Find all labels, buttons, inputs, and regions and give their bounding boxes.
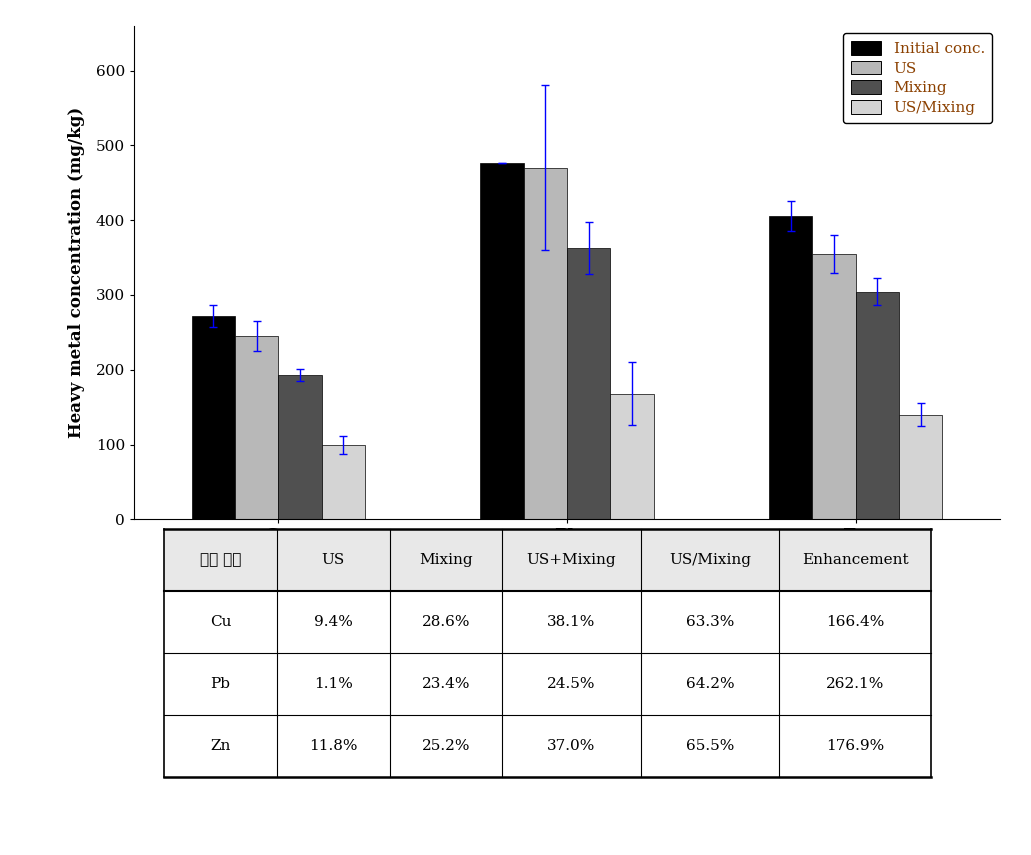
Y-axis label: Heavy metal concentration (mg/kg): Heavy metal concentration (mg/kg) [68, 107, 85, 438]
Text: Mixing: Mixing [419, 553, 472, 567]
Bar [524, 168, 567, 519]
Bar [322, 445, 365, 519]
Bar [235, 336, 278, 519]
Text: Cu: Cu [210, 615, 231, 629]
Text: 65.5%: 65.5% [686, 740, 734, 753]
Text: 37.0%: 37.0% [547, 740, 596, 753]
Bar [192, 315, 235, 519]
Text: 24.5%: 24.5% [547, 677, 596, 691]
Bar [899, 415, 942, 519]
Text: 25.2%: 25.2% [422, 740, 470, 753]
Text: 38.1%: 38.1% [547, 615, 596, 629]
Text: 1.1%: 1.1% [313, 677, 353, 691]
Text: 63.3%: 63.3% [686, 615, 734, 629]
Bar [480, 162, 524, 519]
Text: 28.6%: 28.6% [422, 615, 470, 629]
Bar [610, 393, 654, 519]
Bar [769, 215, 812, 519]
Bar [812, 254, 856, 519]
Text: 64.2%: 64.2% [686, 677, 734, 691]
Bar [856, 292, 899, 519]
Bar [278, 375, 322, 519]
Bar [567, 248, 610, 519]
Text: Enhancement: Enhancement [802, 553, 908, 567]
Text: 제리 효율: 제리 효율 [200, 553, 241, 567]
Legend: Initial conc., US, Mixing, US/Mixing: Initial conc., US, Mixing, US/Mixing [843, 33, 993, 122]
Text: Zn: Zn [210, 740, 231, 753]
Text: US/Mixing: US/Mixing [669, 553, 751, 567]
Text: 9.4%: 9.4% [313, 615, 353, 629]
Bar [164, 529, 931, 591]
Text: Pb: Pb [210, 677, 231, 691]
Text: 262.1%: 262.1% [826, 677, 885, 691]
Text: US+Mixing: US+Mixing [527, 553, 617, 567]
Text: US: US [322, 553, 344, 567]
Text: 23.4%: 23.4% [422, 677, 470, 691]
Text: 166.4%: 166.4% [826, 615, 885, 629]
Text: 176.9%: 176.9% [826, 740, 885, 753]
Text: 11.8%: 11.8% [309, 740, 358, 753]
